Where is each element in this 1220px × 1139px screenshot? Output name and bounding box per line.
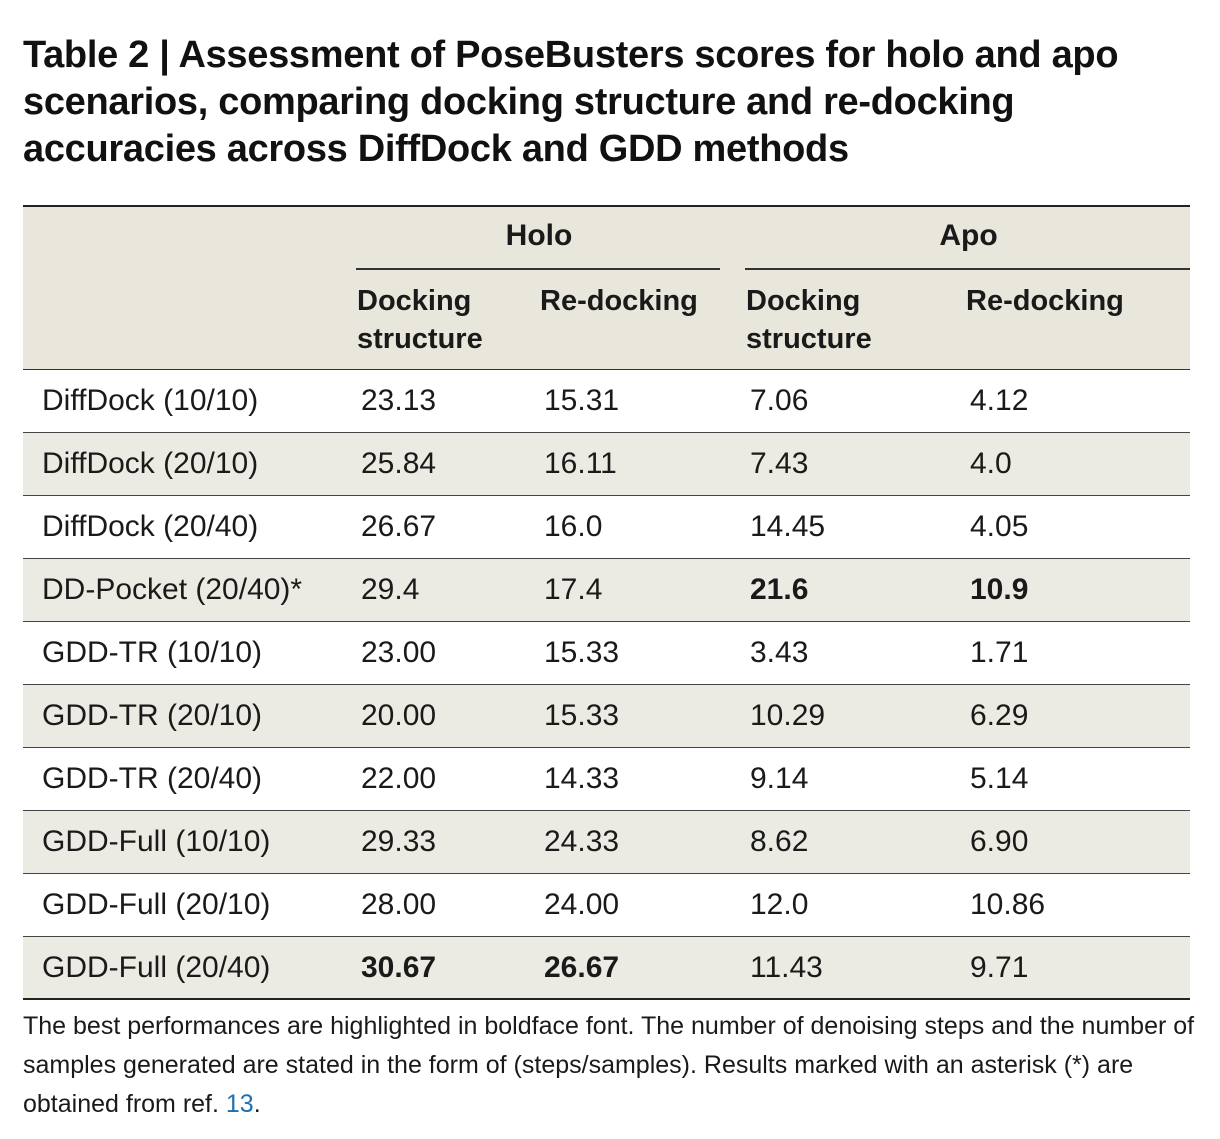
col-header-holo-redocking: Re-docking xyxy=(540,282,698,320)
value-cell: 15.33 xyxy=(544,636,620,669)
method-cell: GDD-Full (20/10) xyxy=(42,888,271,921)
value-cell: 7.06 xyxy=(750,384,809,417)
table-row: GDD-Full (10/10) 29.33 24.33 8.62 6.90 xyxy=(23,811,1190,874)
value-cell: 4.05 xyxy=(970,510,1029,543)
method-cell: DiffDock (10/10) xyxy=(42,384,259,417)
value-cell: 10.86 xyxy=(970,888,1046,921)
col-header-line: Docking xyxy=(746,285,861,317)
value-cell: 12.0 xyxy=(750,888,809,921)
table-row: DD-Pocket (20/40)* 29.4 17.4 21.6 10.9 xyxy=(23,559,1190,622)
value-cell: 22.00 xyxy=(361,762,437,795)
value-cell: 25.84 xyxy=(361,447,437,480)
table-row: GDD-Full (20/40) 30.67 26.67 11.43 9.71 xyxy=(23,937,1190,1000)
group-header-apo: Apo xyxy=(939,219,998,252)
value-cell: 7.43 xyxy=(750,447,809,480)
value-cell: 30.67 xyxy=(361,951,437,984)
value-cell: 14.33 xyxy=(544,762,620,795)
value-cell: 10.29 xyxy=(750,699,826,732)
col-header-line: structure xyxy=(746,323,872,355)
value-cell: 9.71 xyxy=(970,951,1029,984)
table-top-rule xyxy=(23,205,1190,207)
table-row: DiffDock (10/10) 23.13 15.31 7.06 4.12 xyxy=(23,370,1190,433)
method-cell: GDD-TR (20/40) xyxy=(42,762,263,795)
value-cell: 3.43 xyxy=(750,636,809,669)
group-header-holo: Holo xyxy=(505,219,573,252)
value-cell: 11.43 xyxy=(750,951,823,984)
col-header-line: structure xyxy=(357,323,483,355)
col-header-line: Re-docking xyxy=(540,285,698,317)
value-cell: 16.0 xyxy=(544,510,603,543)
value-cell: 20.00 xyxy=(361,699,437,732)
value-cell: 17.4 xyxy=(544,573,603,606)
table-row: GDD-Full (20/10) 28.00 24.00 12.0 10.86 xyxy=(23,874,1190,937)
value-cell: 16.11 xyxy=(544,447,617,480)
group-rule-holo xyxy=(356,268,720,270)
value-cell: 21.6 xyxy=(750,573,809,606)
table-body: DiffDock (10/10) 23.13 15.31 7.06 4.12 DiffDo… xyxy=(23,370,1190,1000)
value-cell: 24.33 xyxy=(544,825,620,858)
table-row: GDD-TR (10/10) 23.00 15.33 3.43 1.71 xyxy=(23,622,1190,685)
table-header: Holo Apo Docking structure Re-docking Do… xyxy=(23,207,1190,370)
col-header-apo-docking: Docking structure xyxy=(746,282,872,358)
table-row: DiffDock (20/40) 26.67 16.0 14.45 4.05 xyxy=(23,496,1190,559)
col-header-line: Docking xyxy=(357,285,472,317)
table-row: GDD-TR (20/40) 22.00 14.33 9.14 5.14 xyxy=(23,748,1190,811)
value-cell: 24.00 xyxy=(544,888,620,921)
value-cell: 26.67 xyxy=(361,510,437,543)
method-cell: GDD-Full (10/10) xyxy=(42,825,271,858)
group-rule-apo xyxy=(745,268,1190,270)
method-cell: GDD-Full (20/40) xyxy=(42,951,271,984)
value-cell: 29.33 xyxy=(361,825,437,858)
value-cell: 15.33 xyxy=(544,699,620,732)
value-cell: 6.29 xyxy=(970,699,1029,732)
value-cell: 15.31 xyxy=(544,384,620,417)
value-cell: 14.45 xyxy=(750,510,826,543)
value-cell: 26.67 xyxy=(544,951,620,984)
results-table: Holo Apo Docking structure Re-docking Do… xyxy=(23,205,1190,1000)
method-cell: DD-Pocket (20/40)* xyxy=(42,573,303,606)
value-cell: 23.13 xyxy=(361,384,437,417)
value-cell: 23.00 xyxy=(361,636,437,669)
col-header-holo-docking: Docking structure xyxy=(357,282,483,358)
table-row: GDD-TR (20/10) 20.00 15.33 10.29 6.29 xyxy=(23,685,1190,748)
table-row: DiffDock (20/10) 25.84 16.11 7.43 4.0 xyxy=(23,433,1190,496)
table-footnote: The best performances are highlighted in… xyxy=(23,1007,1198,1124)
method-cell: GDD-TR (20/10) xyxy=(42,699,263,732)
footnote-end: . xyxy=(253,1090,261,1118)
value-cell: 6.90 xyxy=(970,825,1029,858)
reference-link[interactable]: 13 xyxy=(225,1090,254,1118)
value-cell: 28.00 xyxy=(361,888,437,921)
method-cell: DiffDock (20/40) xyxy=(42,510,259,543)
method-cell: GDD-TR (10/10) xyxy=(42,636,263,669)
method-cell: DiffDock (20/10) xyxy=(42,447,259,480)
footnote-text: The best performances are highlighted in… xyxy=(23,1012,1195,1118)
value-cell: 1.71 xyxy=(970,636,1029,669)
value-cell: 5.14 xyxy=(970,762,1029,795)
value-cell: 10.9 xyxy=(970,573,1029,606)
value-cell: 4.12 xyxy=(970,384,1029,417)
col-header-apo-redocking: Re-docking xyxy=(966,282,1124,320)
table-title: Table 2 | Assessment of PoseBusters scor… xyxy=(23,34,1119,170)
value-cell: 8.62 xyxy=(750,825,809,858)
value-cell: 4.0 xyxy=(970,447,1012,480)
value-cell: 29.4 xyxy=(361,573,420,606)
col-header-line: Re-docking xyxy=(966,285,1124,317)
value-cell: 9.14 xyxy=(750,762,809,795)
